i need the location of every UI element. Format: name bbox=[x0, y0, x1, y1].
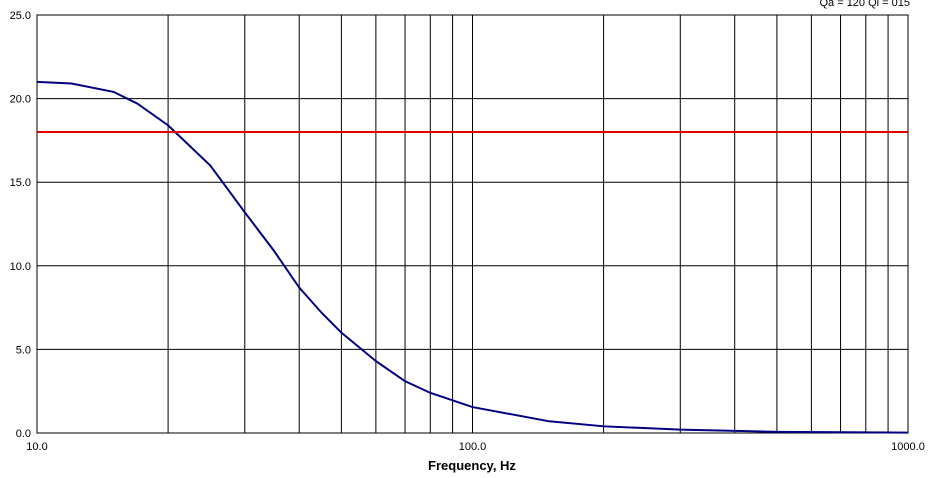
x-tick-label: 10.0 bbox=[26, 441, 47, 453]
annotation: Qa = 120 Ql = 015 bbox=[819, 0, 910, 9]
x-axis-label: Frequency, Hz bbox=[428, 458, 516, 473]
x-tick-label: 100.0 bbox=[459, 441, 487, 453]
series-line bbox=[36, 80, 909, 434]
y-tick-label: 20.0 bbox=[10, 94, 31, 106]
y-tick-label: 5.0 bbox=[16, 344, 31, 356]
y-tick-label: 0.0 bbox=[16, 428, 31, 440]
x-tick-label: 1000.0 bbox=[891, 441, 925, 453]
y-tick-label: 10.0 bbox=[10, 261, 31, 273]
y-tick-label: 25.0 bbox=[10, 10, 31, 22]
y-tick-label: 15.0 bbox=[10, 177, 31, 189]
